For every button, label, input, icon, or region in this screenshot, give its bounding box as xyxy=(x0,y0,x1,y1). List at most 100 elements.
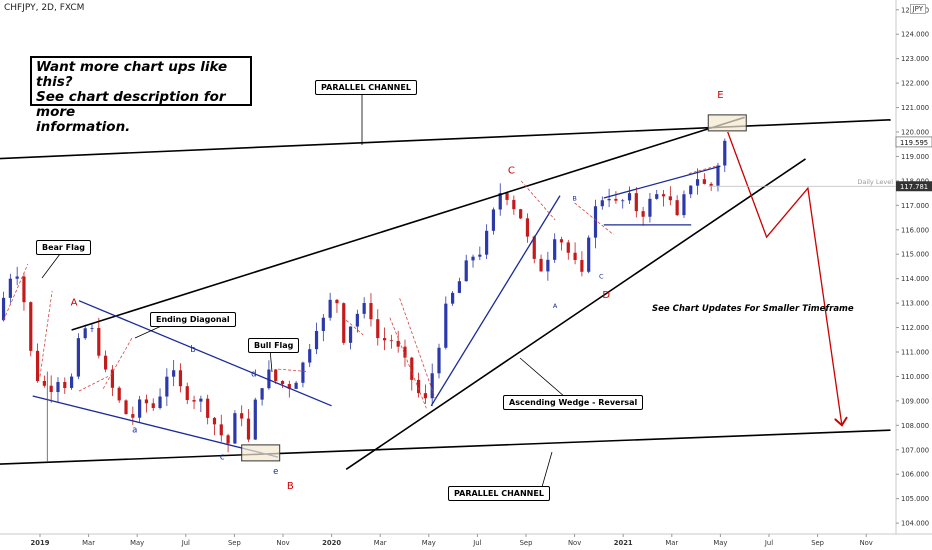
wave-label: e xyxy=(273,467,278,477)
bear-flag-label: Bear Flag xyxy=(36,240,91,255)
bottom-zone-box xyxy=(241,444,281,462)
currency-label: JPY xyxy=(909,4,926,14)
candle-body xyxy=(328,299,332,318)
parallel-channel-top-label: PARALLEL CHANNEL xyxy=(315,80,417,95)
candle-body xyxy=(695,179,700,186)
candle-body xyxy=(702,179,706,184)
wave-label: E xyxy=(717,90,723,101)
y-tick-label: 119.000 xyxy=(901,153,929,161)
candle-body xyxy=(219,424,223,436)
candle-body xyxy=(131,414,135,418)
candle-body xyxy=(342,303,346,343)
candle-body xyxy=(151,403,155,409)
dashed-pattern-line xyxy=(345,319,364,336)
wave-label: a xyxy=(132,426,137,436)
candle-body xyxy=(124,400,128,415)
x-tick-label: May xyxy=(422,539,436,547)
candle-body xyxy=(423,393,427,399)
candle-body xyxy=(165,376,169,397)
candle-body xyxy=(63,382,67,388)
x-axis: 2019 Mar May Jul Sep Nov 2020 Mar May Jul Sep Nov 20… xyxy=(0,533,932,547)
candle-body xyxy=(22,276,26,303)
y-tick-label: 122.000 xyxy=(901,80,929,88)
candle-body xyxy=(226,435,230,444)
candle-body xyxy=(117,387,121,401)
dashed-pattern-line xyxy=(688,165,716,174)
x-tick-label: Nov xyxy=(568,539,581,547)
candle-body xyxy=(416,379,421,394)
candle-body xyxy=(559,239,564,243)
daily-level-tag xyxy=(896,181,932,192)
candle-body xyxy=(42,380,46,386)
candle-body xyxy=(144,399,149,404)
dashed-pattern-line xyxy=(78,376,109,392)
candle-body xyxy=(267,369,271,389)
candle-body xyxy=(178,370,183,387)
candle-body xyxy=(29,302,33,351)
y-axis-panel xyxy=(896,0,932,550)
wave-label: C xyxy=(599,273,604,281)
candle-body xyxy=(478,254,482,257)
candle-body xyxy=(403,346,407,358)
candle-body xyxy=(104,355,108,370)
candle-body xyxy=(376,319,380,339)
candle-body xyxy=(655,194,659,199)
x-tick-label: 2021 xyxy=(614,539,633,547)
x-tick-label: Sep xyxy=(520,539,533,547)
candle-body xyxy=(83,328,87,339)
symbol-title: CHFJPY, 2D, FXCM xyxy=(4,3,85,13)
candle-body xyxy=(76,338,80,377)
candle-body xyxy=(274,369,278,381)
y-tick-label: 112.000 xyxy=(901,324,929,332)
candle-body xyxy=(192,400,196,402)
candle-body xyxy=(287,384,291,389)
candle-body xyxy=(158,396,162,409)
x-tick-label: Sep xyxy=(811,539,824,547)
y-tick-label: 109.000 xyxy=(901,397,929,405)
dashed-pattern-line xyxy=(399,298,437,402)
candle-body xyxy=(35,350,40,381)
y-tick-label: 108.000 xyxy=(901,422,929,430)
candle-body xyxy=(457,281,462,293)
dashed-pattern-line xyxy=(3,263,29,321)
y-tick-label: 116.000 xyxy=(901,226,929,234)
candle-body xyxy=(430,373,434,399)
candle-body xyxy=(566,242,570,253)
wedge-upper xyxy=(71,116,745,331)
callout-line-1: Want more chart ups like this? xyxy=(36,59,228,90)
label-pointer xyxy=(519,357,566,398)
candle-body xyxy=(301,362,305,383)
candle-body xyxy=(314,330,319,350)
candle-body xyxy=(437,347,441,374)
candle-body xyxy=(689,185,693,195)
y-tick-label: 105.000 xyxy=(901,495,929,503)
candle-body xyxy=(212,417,217,425)
x-tick-label: Jul xyxy=(764,539,773,547)
candle-body xyxy=(716,165,720,186)
candle-body xyxy=(382,338,387,341)
candle-body xyxy=(90,327,94,329)
candle-body xyxy=(396,340,400,347)
callout-line-3: information. xyxy=(36,119,131,135)
x-tick-label: 2020 xyxy=(322,539,341,547)
wave-label: c xyxy=(220,453,225,463)
candle-body xyxy=(69,376,74,388)
c-wave-line xyxy=(430,195,561,407)
top-zone-box xyxy=(707,114,747,132)
y-tick-label: 120.000 xyxy=(901,129,929,137)
candle-body xyxy=(1,297,6,321)
candle-body xyxy=(97,327,101,356)
x-tick-label: May xyxy=(713,539,727,547)
candle-body xyxy=(8,278,12,298)
wave-label: b xyxy=(190,345,195,355)
y-tick-label: 106.000 xyxy=(901,471,929,479)
candle-body xyxy=(498,193,502,210)
candle-body xyxy=(573,252,577,261)
candle-body xyxy=(321,317,325,331)
ascending-wedge-label: Ascending Wedge - Reversal xyxy=(503,395,644,410)
candle-body xyxy=(675,200,679,216)
candle-body xyxy=(110,369,115,388)
x-tick-label: Mar xyxy=(82,539,95,547)
candle-body xyxy=(532,236,536,259)
